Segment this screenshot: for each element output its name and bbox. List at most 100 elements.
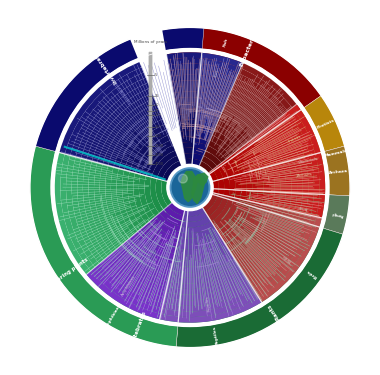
Wedge shape xyxy=(160,297,262,323)
Wedge shape xyxy=(273,126,293,161)
Wedge shape xyxy=(182,212,208,222)
Wedge shape xyxy=(185,202,244,244)
Wedge shape xyxy=(169,260,238,278)
Wedge shape xyxy=(260,191,269,211)
Text: 1000: 1000 xyxy=(155,144,164,148)
Wedge shape xyxy=(89,161,182,289)
Wedge shape xyxy=(169,69,287,123)
Wedge shape xyxy=(244,210,294,278)
Wedge shape xyxy=(125,238,172,270)
Wedge shape xyxy=(200,75,234,89)
Text: Amphibians: Amphibians xyxy=(104,303,122,328)
Wedge shape xyxy=(200,69,236,84)
Wedge shape xyxy=(183,147,223,168)
Wedge shape xyxy=(293,193,302,220)
Wedge shape xyxy=(257,132,280,208)
Wedge shape xyxy=(104,256,166,297)
Text: Reptiles: Reptiles xyxy=(212,325,220,345)
Text: Invertebrates: Invertebrates xyxy=(90,46,119,84)
Wedge shape xyxy=(87,80,200,161)
Wedge shape xyxy=(161,292,259,317)
Text: Archaea: Archaea xyxy=(329,169,348,175)
Wedge shape xyxy=(282,120,304,158)
Wedge shape xyxy=(241,209,289,274)
Wedge shape xyxy=(170,75,282,126)
Wedge shape xyxy=(213,166,224,195)
Wedge shape xyxy=(235,149,252,201)
Wedge shape xyxy=(180,219,298,300)
Wedge shape xyxy=(184,153,218,171)
Wedge shape xyxy=(310,154,320,194)
Wedge shape xyxy=(150,177,187,227)
Text: Fungi: Fungi xyxy=(331,210,344,216)
Wedge shape xyxy=(235,207,278,264)
Text: Flowering plants: Flowering plants xyxy=(46,257,90,290)
Wedge shape xyxy=(146,142,194,177)
Wedge shape xyxy=(223,177,230,190)
Wedge shape xyxy=(162,27,321,108)
Wedge shape xyxy=(261,128,286,209)
Wedge shape xyxy=(30,30,350,348)
Wedge shape xyxy=(184,206,255,255)
Wedge shape xyxy=(165,278,250,300)
Wedge shape xyxy=(168,63,291,120)
Wedge shape xyxy=(187,198,228,228)
Wedge shape xyxy=(217,189,224,198)
Wedge shape xyxy=(271,192,280,214)
Wedge shape xyxy=(202,193,218,212)
Wedge shape xyxy=(168,58,296,116)
Wedge shape xyxy=(199,81,232,94)
Wedge shape xyxy=(192,159,201,166)
Wedge shape xyxy=(277,163,286,192)
Wedge shape xyxy=(177,114,250,148)
Text: 250: 250 xyxy=(155,125,162,129)
Wedge shape xyxy=(201,53,243,68)
Bar xyxy=(149,52,152,164)
Wedge shape xyxy=(246,145,261,170)
Wedge shape xyxy=(304,96,345,152)
Wedge shape xyxy=(264,132,283,164)
Wedge shape xyxy=(30,146,178,347)
Wedge shape xyxy=(211,196,234,226)
Wedge shape xyxy=(309,194,320,225)
Wedge shape xyxy=(185,201,239,238)
Wedge shape xyxy=(129,28,166,60)
Wedge shape xyxy=(108,103,197,167)
Wedge shape xyxy=(261,167,269,192)
Wedge shape xyxy=(174,97,264,139)
Wedge shape xyxy=(187,194,217,216)
Text: Invertebrates: Invertebrates xyxy=(113,79,132,104)
Wedge shape xyxy=(176,228,343,348)
Wedge shape xyxy=(184,207,260,261)
Wedge shape xyxy=(60,154,179,316)
Wedge shape xyxy=(208,170,219,194)
Text: Mammals: Mammals xyxy=(298,156,318,165)
Wedge shape xyxy=(323,195,350,234)
Wedge shape xyxy=(241,148,256,171)
Wedge shape xyxy=(179,222,309,312)
Text: 5: 5 xyxy=(155,74,157,77)
Wedge shape xyxy=(136,46,186,166)
Wedge shape xyxy=(105,165,183,272)
Wedge shape xyxy=(278,123,299,160)
Wedge shape xyxy=(276,192,286,216)
Wedge shape xyxy=(208,195,229,221)
Wedge shape xyxy=(296,110,321,154)
Wedge shape xyxy=(212,189,219,196)
Wedge shape xyxy=(167,269,244,289)
Wedge shape xyxy=(142,224,177,248)
Wedge shape xyxy=(86,271,161,319)
Wedge shape xyxy=(197,103,223,115)
Text: 25: 25 xyxy=(155,94,160,98)
Wedge shape xyxy=(179,226,217,238)
Wedge shape xyxy=(162,159,193,182)
Wedge shape xyxy=(183,211,271,272)
Text: Fungi: Fungi xyxy=(296,204,308,210)
Circle shape xyxy=(179,174,187,183)
Wedge shape xyxy=(214,168,223,180)
Wedge shape xyxy=(266,165,275,192)
Wedge shape xyxy=(130,125,195,173)
Wedge shape xyxy=(128,171,185,250)
Wedge shape xyxy=(181,136,232,161)
Wedge shape xyxy=(282,192,291,217)
